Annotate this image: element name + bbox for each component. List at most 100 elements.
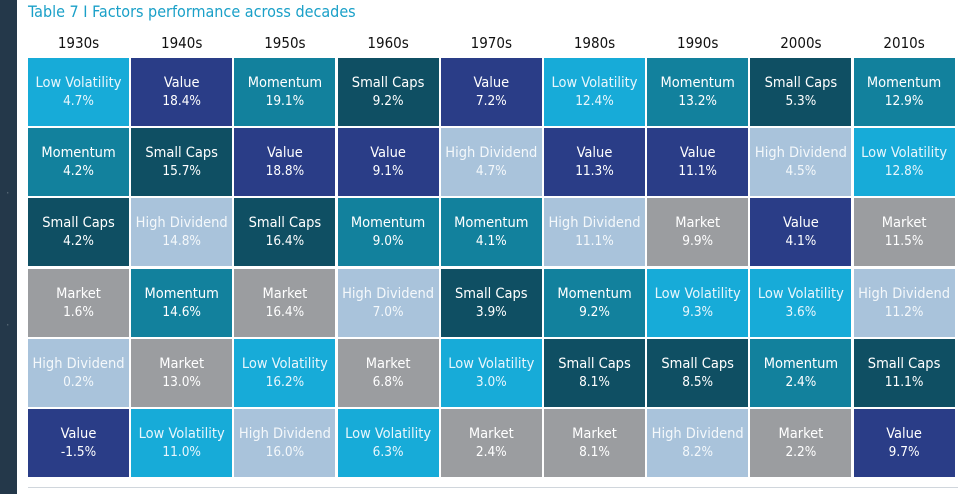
factor-name: Market [572, 426, 617, 442]
decade-header: 1970s [470, 34, 512, 52]
factor-cell: Small Caps 8.1% [544, 338, 645, 407]
factor-cell: Momentum 9.2% [544, 268, 645, 337]
factor-return: 13.2% [678, 93, 717, 109]
factor-return: 8.5% [682, 373, 714, 390]
factor-name: Market [468, 426, 514, 442]
factor-cell: Small Caps 16.4% [234, 198, 336, 267]
factor-name: High Dividend [651, 426, 744, 442]
factor-return: 4.1% [475, 233, 507, 250]
factor-cell: Low Volatility 4.7% [28, 58, 129, 126]
factor-cell: High Dividend 16.0% [234, 409, 336, 477]
factor-return: 9.1% [372, 163, 404, 180]
factor-return: 6.8% [372, 373, 404, 390]
factor-return: 3.9% [475, 303, 507, 320]
factor-name: High Dividend [445, 145, 538, 162]
factor-return: 2.4% [475, 444, 507, 460]
page-edge-mark: · [6, 186, 10, 200]
factor-return: 9.3% [682, 303, 714, 320]
factor-cell: Small Caps 11.1% [853, 338, 955, 407]
factor-name: Momentum [144, 285, 219, 302]
factor-name: Small Caps [455, 285, 528, 302]
factor-cell: Value 18.4% [131, 58, 233, 126]
factor-cell: Low Volatility 3.0% [440, 338, 542, 407]
factor-name: Low Volatility [861, 145, 948, 162]
factor-return: 3.0% [475, 373, 507, 390]
factor-cell: Momentum 19.1% [234, 58, 336, 126]
factor-cell: Market 8.1% [544, 409, 645, 477]
factor-return: 0.2% [63, 373, 94, 390]
factor-cell: High Dividend 11.2% [853, 268, 955, 337]
factor-return: 16.2% [265, 373, 305, 390]
factor-cell: Value 4.1% [750, 198, 852, 267]
factor-return: 8.1% [579, 444, 610, 460]
factor-cell: Value 11.3% [544, 128, 645, 197]
factor-return: 9.2% [372, 93, 404, 109]
factor-return: 6.3% [372, 444, 404, 460]
factor-return: 15.7% [162, 163, 201, 180]
factor-name: Value [679, 145, 716, 162]
factor-cell: Momentum 4.1% [440, 198, 542, 267]
factor-return: 7.2% [475, 93, 507, 109]
factor-name: Low Volatility [241, 355, 328, 372]
factor-name: Low Volatility [138, 426, 225, 442]
factor-cell: Value 9.7% [853, 409, 955, 477]
factor-return: 14.6% [162, 303, 201, 320]
factor-cell: Market 11.5% [853, 198, 955, 267]
decade-header: 1980s [573, 34, 616, 52]
factor-return: 4.5% [785, 163, 817, 180]
factor-cell: High Dividend 14.8% [131, 198, 233, 267]
factor-cell: Market 2.2% [750, 409, 852, 477]
factor-return: 18.8% [265, 163, 305, 180]
decade-header: 2010s [883, 34, 925, 52]
factor-cell: High Dividend 7.0% [337, 268, 439, 337]
factor-return: 4.2% [63, 163, 94, 180]
factor-name: Value [60, 426, 97, 442]
factor-cell: Small Caps 3.9% [440, 268, 542, 337]
factor-name: Low Volatility [35, 75, 122, 91]
factor-return: 4.1% [785, 233, 817, 250]
factor-return: 1.6% [63, 303, 94, 320]
factor-name: Small Caps [558, 355, 631, 372]
factor-name: Small Caps [42, 215, 115, 232]
factor-return: 11.1% [884, 373, 924, 390]
factor-name: Momentum [866, 75, 942, 91]
factor-return: 11.1% [678, 163, 717, 180]
factor-name: Value [163, 75, 200, 91]
factor-name: High Dividend [135, 215, 228, 232]
table-title: Table 7 I Factors performance across dec… [28, 2, 356, 21]
factor-name: Market [365, 355, 411, 372]
factor-name: Momentum [763, 355, 839, 372]
factor-return: 18.4% [162, 93, 201, 109]
factor-name: High Dividend [858, 285, 951, 302]
factor-cell: Low Volatility 16.2% [234, 338, 336, 407]
factor-name: Market [262, 285, 308, 302]
factor-return: 12.9% [884, 93, 924, 109]
factor-cell: Value 11.1% [647, 128, 749, 197]
factor-cell: High Dividend 4.7% [440, 128, 542, 197]
factor-return: 14.8% [162, 233, 201, 250]
factor-return: 4.7% [475, 163, 507, 180]
decade-header: 1930s [57, 34, 100, 52]
factor-cell: Small Caps 8.5% [647, 338, 749, 407]
factor-cell: High Dividend 11.1% [544, 198, 645, 267]
factor-return: 9.7% [888, 444, 920, 460]
factor-return: 4.7% [63, 93, 94, 109]
factor-return: 11.5% [884, 233, 924, 250]
factor-cell: Value 18.8% [234, 128, 336, 197]
divider [28, 487, 958, 488]
factor-name: Momentum [247, 75, 323, 91]
factor-cell: Small Caps 5.3% [750, 58, 852, 126]
factor-cell: Market 2.4% [440, 409, 542, 477]
factor-return: 16.4% [265, 233, 305, 250]
decade-header: 1990s [677, 34, 719, 52]
factor-cell: Momentum 14.6% [131, 268, 233, 337]
factor-name: Small Caps [248, 215, 322, 232]
factor-cell: Market 16.4% [234, 268, 336, 337]
factor-return: 8.1% [579, 373, 610, 390]
factor-return: 11.2% [884, 303, 924, 320]
factor-cell: Value 7.2% [440, 58, 542, 126]
decade-header: 1940s [161, 34, 203, 52]
decade-header: 2000s [780, 34, 822, 52]
decade-header: 1960s [367, 34, 409, 52]
page-edge-mark: · [6, 318, 10, 332]
